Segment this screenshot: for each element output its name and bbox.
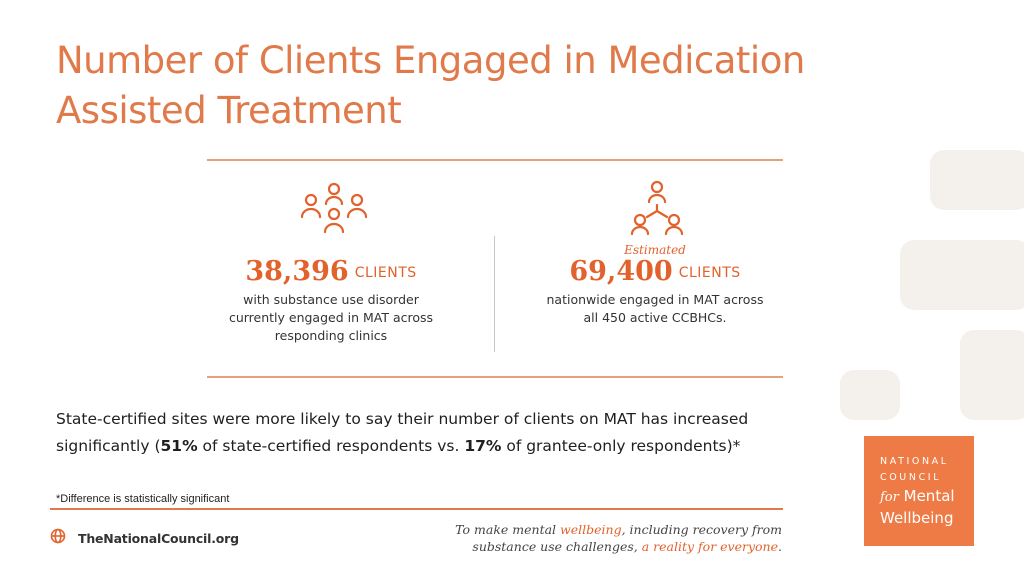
tagline: To make mental wellbeing, including reco…	[455, 521, 782, 555]
body-text-1: State-certified sites were more likely t…	[56, 410, 749, 455]
footer-rule	[50, 508, 783, 510]
tagline-text: To make mental	[455, 522, 561, 537]
tagline-text: , including recovery from	[621, 522, 782, 537]
body-text-2: of state-certified respondents vs.	[197, 437, 465, 455]
website-link[interactable]: TheNationalCouncil.org	[50, 528, 239, 549]
logo-mental: Mental	[903, 487, 955, 505]
estimated-label: Estimated	[624, 243, 686, 257]
stat-description: nationwide engaged in MAT across all 450…	[546, 292, 764, 325]
body-text-3: of grantee-only respondents)*	[501, 437, 741, 455]
decorative-block	[840, 370, 900, 420]
stat-unit: CLIENTS	[354, 265, 417, 281]
globe-icon	[50, 528, 66, 549]
footnote: *Difference is statistically significant	[56, 493, 230, 505]
vertical-divider	[494, 236, 495, 352]
slide-title: Number of Clients Engaged in Medication …	[56, 39, 805, 132]
decorative-block	[930, 150, 1024, 210]
decorative-block	[900, 240, 1024, 310]
grantee-only-percent: 17%	[464, 437, 502, 455]
stat-number: 69,400	[569, 256, 673, 287]
body-paragraph: State-certified sites were more likely t…	[56, 406, 846, 460]
logo-for: for	[880, 490, 899, 505]
bottom-rule	[207, 376, 783, 378]
logo-line: NATIONAL	[880, 456, 949, 467]
top-rule	[207, 159, 783, 161]
state-certified-percent: 51%	[160, 437, 198, 455]
national-council-logo: NATIONAL COUNCIL for Mental Wellbeing	[864, 436, 974, 546]
logo-line: for Mental	[880, 486, 974, 508]
tagline-text: .	[778, 539, 782, 554]
stat-estimated-clients: 69,400 CLIENTS nationwide engaged in MAT …	[540, 256, 770, 327]
stat-engaged-clients: 38,396 CLIENTS with substance use disorde…	[220, 256, 442, 345]
network-people-icon	[629, 180, 685, 236]
logo-line: COUNCIL	[880, 472, 942, 483]
stat-number: 38,396	[245, 256, 349, 287]
stat-description: with substance use disorder currently en…	[228, 292, 434, 343]
decorative-block	[960, 330, 1024, 420]
tagline-text: substance use challenges,	[472, 539, 642, 554]
website-label[interactable]: TheNationalCouncil.org	[78, 531, 239, 546]
stat-unit: CLIENTS	[678, 265, 741, 281]
logo-line: Wellbeing	[880, 509, 954, 527]
tagline-highlight: a reality for everyone	[641, 539, 779, 554]
group-of-people-icon	[299, 182, 369, 234]
tagline-highlight: wellbeing	[560, 522, 622, 537]
